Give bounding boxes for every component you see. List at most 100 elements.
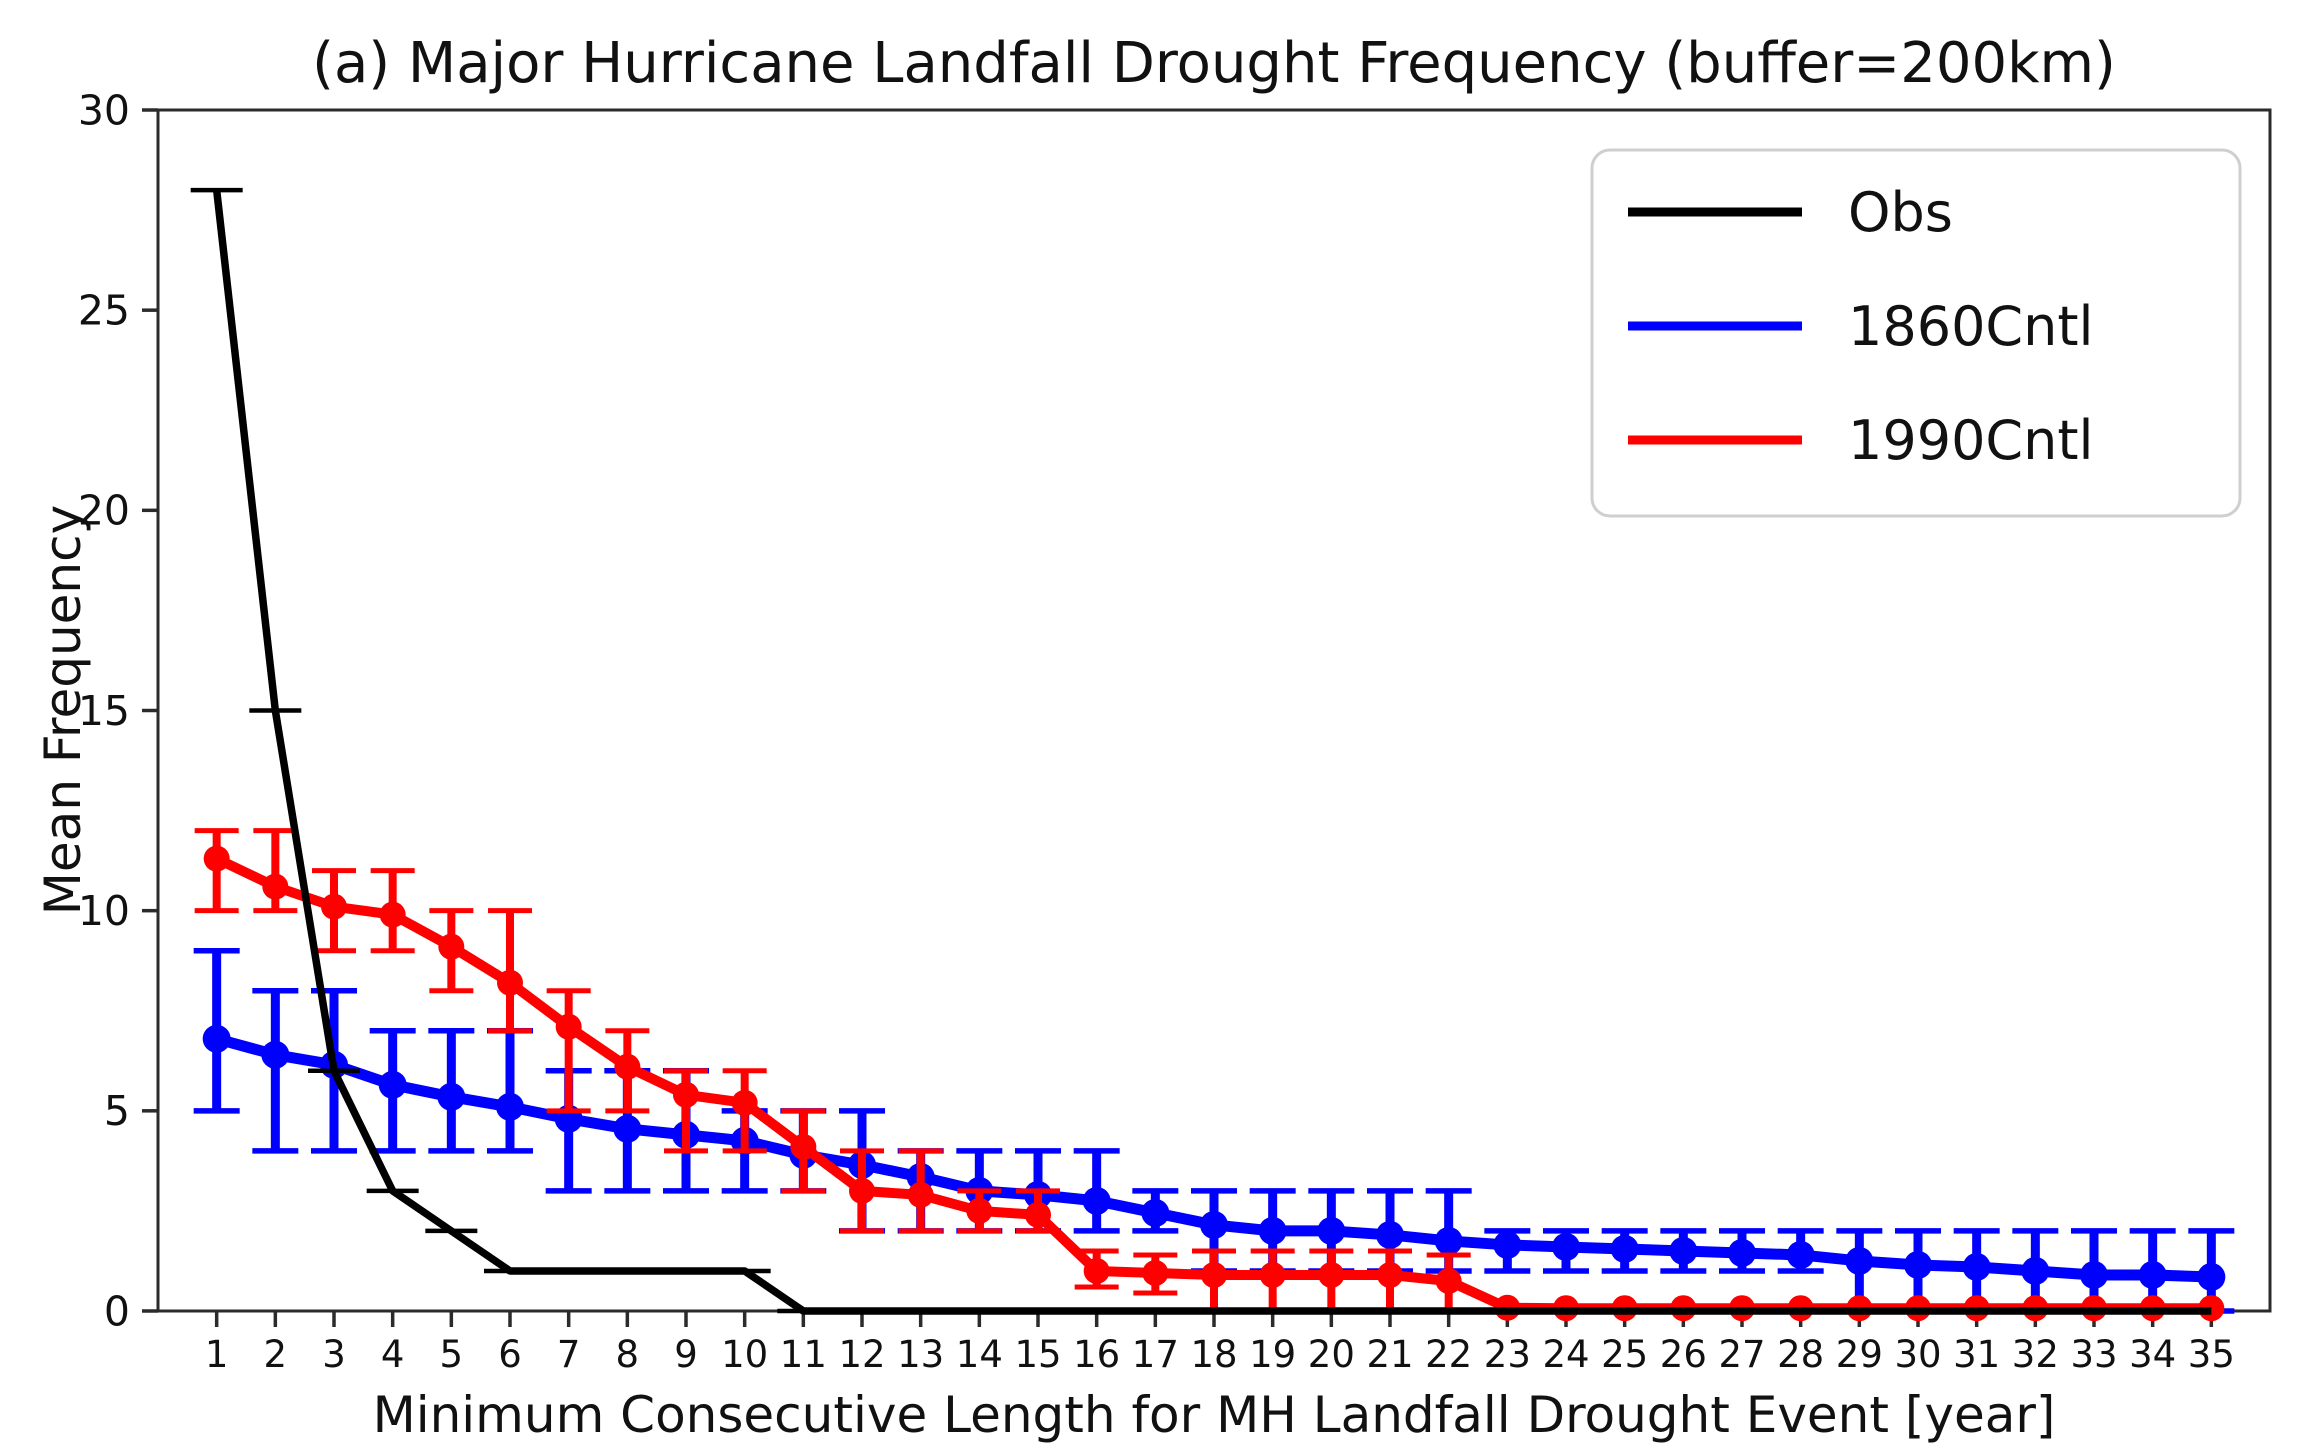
series-1860cntl-marker (1082, 1186, 1111, 1215)
y-tick-label: 0 (104, 1287, 130, 1335)
x-tick-label: 24 (1542, 1333, 1589, 1376)
x-tick-label: 1 (205, 1333, 229, 1376)
x-tick-label: 31 (1953, 1333, 2000, 1376)
series-1990cntl-marker (262, 873, 289, 900)
x-tick-label: 13 (897, 1333, 944, 1376)
legend-label-1990cntl: 1990Cntl (1848, 409, 2094, 472)
series-1990cntl-marker (438, 933, 465, 960)
series-1860cntl-marker (1376, 1220, 1404, 1249)
series-1860cntl-marker (613, 1114, 642, 1143)
x-tick-label: 33 (2070, 1333, 2117, 1376)
series-1990cntl-marker (1435, 1267, 1462, 1294)
x-axis-label: Minimum Consecutive Length for MH Landfa… (373, 1386, 2056, 1444)
x-tick-label: 15 (1014, 1333, 1061, 1376)
x-tick-label: 16 (1073, 1333, 1120, 1376)
series-1990cntl-marker (849, 1177, 875, 1204)
legend-label-1860cntl: 1860Cntl (1848, 295, 2094, 358)
x-tick-label: 7 (557, 1333, 581, 1376)
series-1990cntl-marker (1259, 1261, 1286, 1288)
x-tick-label: 9 (674, 1333, 698, 1376)
x-tick-label: 6 (498, 1333, 522, 1376)
series-1990cntl-marker (966, 1197, 993, 1224)
y-tick-label: 5 (104, 1087, 130, 1135)
y-tick-label: 25 (78, 287, 130, 335)
x-tick-label: 10 (721, 1333, 768, 1376)
series-1860cntl-marker (1493, 1230, 1522, 1259)
legend: Obs 1860Cntl 1990Cntl (1590, 148, 2242, 518)
x-tick-label: 35 (2188, 1333, 2235, 1376)
series-1990cntl-marker (497, 969, 523, 996)
legend-label-obs: Obs (1848, 181, 1953, 244)
series-1860cntl-marker (378, 1070, 407, 1099)
x-tick-label: 19 (1249, 1333, 1296, 1376)
x-tick-label: 18 (1190, 1333, 1237, 1376)
series-1860cntl-marker (261, 1040, 290, 1069)
y-axis-label: Mean Frequency (34, 505, 92, 915)
x-tick-label: 22 (1425, 1333, 1472, 1376)
series-1860cntl-marker (496, 1092, 524, 1121)
series-1990cntl-marker (614, 1053, 641, 1080)
series-1860cntl-marker (2138, 1260, 2167, 1289)
x-tick-label: 25 (1601, 1333, 1648, 1376)
x-tick-label: 23 (1484, 1333, 1531, 1376)
series-1860cntl-marker (437, 1082, 466, 1111)
x-tick-label: 14 (956, 1333, 1003, 1376)
series-1860cntl-marker (202, 1024, 231, 1053)
series-1860cntl-marker (1728, 1238, 1756, 1267)
series-1860cntl-marker (1434, 1226, 1463, 1255)
x-tick-label: 20 (1308, 1333, 1355, 1376)
x-tick-label: 26 (1660, 1333, 1707, 1376)
x-tick-label: 4 (381, 1333, 405, 1376)
series-1860cntl-marker (2197, 1262, 2226, 1291)
series-1860cntl-marker (1258, 1216, 1287, 1245)
series-1990cntl-marker (555, 1013, 582, 1040)
series-1990cntl-marker (379, 901, 406, 928)
series-1860cntl-marker (1552, 1232, 1580, 1261)
series-1860cntl-marker (2021, 1256, 2050, 1285)
series-1860cntl-marker (1845, 1246, 1874, 1275)
series-1860cntl-marker (2080, 1260, 2108, 1289)
series-1990cntl-marker (1025, 1201, 1051, 1228)
x-tick-label: 17 (1132, 1333, 1179, 1376)
y-tick-label: 20 (78, 487, 130, 535)
series-1860cntl-marker (1786, 1240, 1815, 1269)
x-tick-label: 34 (2129, 1333, 2176, 1376)
series-1990cntl-marker (203, 845, 230, 872)
series-1990cntl-marker (321, 893, 347, 920)
series-1860cntl-marker (1141, 1198, 1170, 1227)
x-tick-label: 11 (780, 1333, 827, 1376)
x-tick-label: 27 (1718, 1333, 1765, 1376)
series-1860cntl-marker (1200, 1210, 1228, 1239)
series-1860cntl-marker (1904, 1250, 1932, 1279)
series-1990cntl-marker (1142, 1259, 1169, 1286)
x-tick-label: 21 (1366, 1333, 1413, 1376)
series-1990cntl-marker (907, 1181, 934, 1208)
x-tick-label: 8 (616, 1333, 640, 1376)
series-1990cntl-marker (731, 1089, 758, 1116)
y-tick-label: 15 (78, 687, 130, 735)
y-tick-label: 10 (78, 887, 130, 935)
x-tick-label: 30 (1894, 1333, 1941, 1376)
series-obs-line (212, 189, 2212, 1315)
series-1860cntl-marker (1669, 1236, 1698, 1265)
x-tick-label: 3 (322, 1333, 346, 1376)
x-tick-label: 28 (1777, 1333, 1824, 1376)
x-tick-label: 5 (440, 1333, 464, 1376)
x-tick-label: 12 (838, 1333, 885, 1376)
series-1860cntl-marker (1610, 1234, 1639, 1263)
series-1990cntl-marker (1377, 1261, 1403, 1288)
x-tick-label: 32 (2012, 1333, 2059, 1376)
series-1990cntl-marker (1083, 1257, 1110, 1284)
series-1860cntl-marker (1317, 1216, 1346, 1245)
x-tick-label: 2 (264, 1333, 288, 1376)
series-1990cntl-marker (1201, 1261, 1227, 1288)
legend-box (1590, 148, 2242, 518)
series-1990cntl-marker (673, 1081, 699, 1108)
x-tick-label: 29 (1836, 1333, 1883, 1376)
series-1860cntl-marker (1962, 1252, 1991, 1281)
series-1990cntl-marker (790, 1133, 817, 1160)
series-1990cntl-marker (1318, 1261, 1345, 1288)
